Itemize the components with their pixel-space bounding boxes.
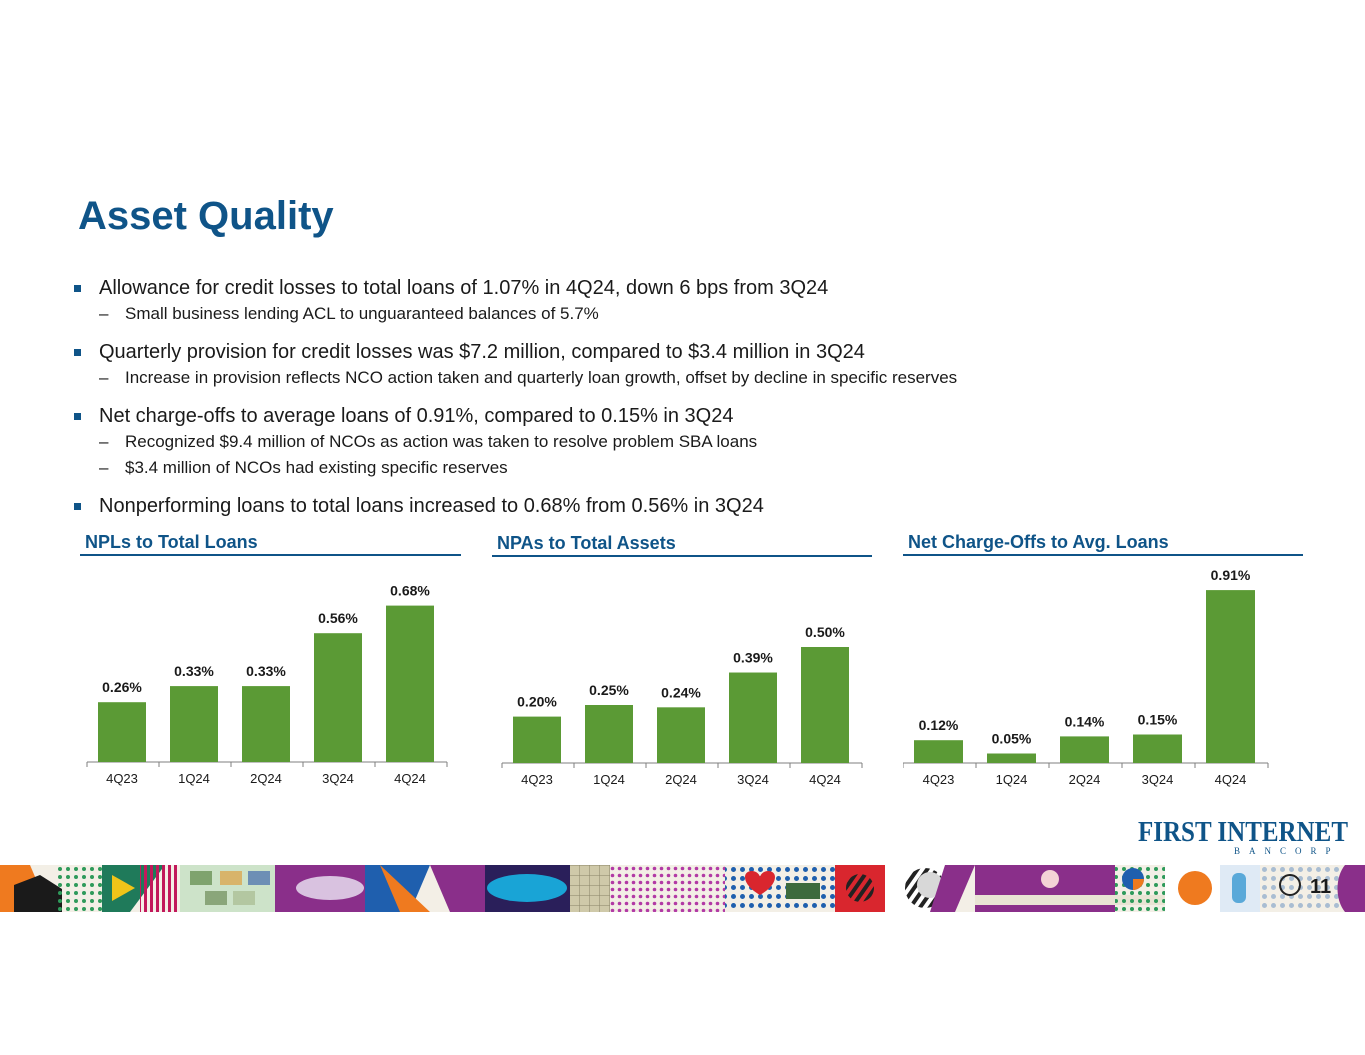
bullet-item: Nonperforming loans to total loans incre…: [74, 493, 1274, 519]
bar-1q24: [170, 686, 218, 762]
x-tick-label: 4Q23: [923, 772, 955, 787]
bullet-item: Allowance for credit losses to total loa…: [74, 275, 1274, 301]
data-label: 0.39%: [733, 650, 773, 666]
sub-bullet-text: Recognized $9.4 million of NCOs as actio…: [125, 432, 758, 451]
sub-bullet-item: – Small business lending ACL to unguarant…: [74, 301, 1274, 327]
bullet-item: Net charge-offs to average loans of 0.91…: [74, 403, 1274, 429]
sub-bullet-text: $3.4 million of NCOs had existing specif…: [125, 458, 508, 477]
data-label: 0.15%: [1138, 712, 1178, 728]
chart-nco: Net Charge-Offs to Avg. Loans 0.12% 4Q23 0…: [903, 530, 1303, 796]
data-label: 0.91%: [1211, 567, 1251, 583]
data-label: 0.24%: [661, 684, 701, 700]
logo-wordmark: FIRST INTERNET: [1138, 816, 1348, 848]
data-label: 0.33%: [174, 663, 214, 679]
bar-2q24: [1060, 736, 1109, 763]
data-label: 0.26%: [102, 679, 142, 695]
x-tick-label: 4Q23: [106, 771, 138, 786]
bar-4q23: [914, 740, 963, 763]
bullet-text: Allowance for credit losses to total loa…: [99, 277, 829, 299]
page-title: Asset Quality: [78, 194, 334, 238]
sub-bullet-item: – Increase in provision reflects NCO acti…: [74, 365, 1274, 391]
chart-title: Net Charge-Offs to Avg. Loans: [908, 532, 1169, 552]
bullet-text: Quarterly provision for credit losses wa…: [99, 341, 865, 363]
sub-bullet-text: Small business lending ACL to unguarante…: [125, 304, 599, 323]
bullet-text: Nonperforming loans to total loans incre…: [99, 495, 764, 517]
x-tick-label: 2Q24: [665, 772, 697, 787]
bar-3q24: [1133, 734, 1182, 763]
bar-3q24: [729, 672, 777, 763]
x-tick-label: 2Q24: [250, 771, 282, 786]
bar-4q24: [801, 647, 849, 763]
chart-plot: 0.12% 4Q23 0.05% 1Q24 0.14% 2Q24 0.15% 3Q24 0.91…: [903, 567, 1269, 787]
chart-title-rule: [903, 554, 1303, 556]
data-label: 0.12%: [919, 717, 959, 733]
chart-title-rule: [80, 554, 461, 556]
chart-title: NPLs to Total Loans: [85, 532, 258, 552]
sub-bullet-item: – $3.4 million of NCOs had existing speci…: [74, 455, 1274, 481]
bar-4q23: [513, 716, 561, 763]
sub-bullet-dash: –: [99, 368, 109, 387]
data-label: 0.05%: [992, 731, 1032, 747]
bullet-item: Quarterly provision for credit losses wa…: [74, 339, 1274, 365]
bullet-spacer: [74, 481, 1274, 493]
bullet-marker: [74, 285, 81, 292]
x-tick-label: 1Q24: [178, 771, 210, 786]
data-label: 0.20%: [517, 694, 557, 710]
bar-4q24: [386, 605, 434, 762]
bullet-text: Net charge-offs to average loans of 0.91…: [99, 405, 734, 427]
x-tick-label: 2Q24: [1069, 772, 1101, 787]
bar-1q24: [987, 753, 1036, 763]
company-logo: FIRST INTERNET BANCORP: [1138, 816, 1348, 856]
page-number: 11: [1310, 876, 1332, 898]
bullet-spacer: [74, 391, 1274, 403]
bullet-list: Allowance for credit losses to total loa…: [74, 275, 1274, 519]
data-label: 0.14%: [1065, 713, 1105, 729]
chart-title-rule: [492, 555, 872, 557]
bullet-spacer: [74, 327, 1274, 339]
bar-2q24: [657, 707, 705, 763]
x-tick-label: 3Q24: [737, 772, 769, 787]
data-label: 0.68%: [390, 583, 430, 599]
x-tick-label: 3Q24: [322, 771, 354, 786]
data-label: 0.56%: [318, 610, 358, 626]
bar-3q24: [314, 633, 362, 762]
chart-npls: NPLs to Total Loans 0.26% 4Q23 0.33% 1Q24 0.…: [80, 530, 461, 796]
x-tick-label: 1Q24: [593, 772, 625, 787]
decorative-banner: [0, 865, 1365, 912]
chart-npas: NPAs to Total Assets 0.20% 4Q23 0.25% 1Q24 0…: [492, 531, 872, 797]
chart-plot: 0.26% 4Q23 0.33% 1Q24 0.33% 2Q24 0.56% 3Q24 0.68…: [86, 583, 448, 786]
x-tick-label: 4Q23: [521, 772, 553, 787]
chart-title: NPAs to Total Assets: [497, 533, 676, 553]
x-tick-label: 4Q24: [809, 772, 841, 787]
x-tick-label: 3Q24: [1142, 772, 1174, 787]
data-label: 0.25%: [589, 682, 629, 698]
bullet-marker: [74, 503, 81, 510]
bar-4q24: [1206, 590, 1255, 763]
bullet-marker: [74, 413, 81, 420]
x-tick-label: 1Q24: [996, 772, 1028, 787]
sub-bullet-dash: –: [99, 432, 109, 451]
data-label: 0.33%: [246, 663, 286, 679]
chart-plot: 0.20% 4Q23 0.25% 1Q24 0.24% 2Q24 0.39% 3Q24 0.50…: [501, 624, 863, 787]
sub-bullet-item: – Recognized $9.4 million of NCOs as acti…: [74, 429, 1274, 455]
logo-subtext: BANCORP: [1234, 846, 1340, 856]
sub-bullet-text: Increase in provision reflects NCO actio…: [125, 368, 958, 387]
bar-2q24: [242, 686, 290, 762]
sub-bullet-dash: –: [99, 458, 109, 477]
sub-bullet-dash: –: [99, 304, 109, 323]
bar-4q23: [98, 702, 146, 762]
bullet-marker: [74, 349, 81, 356]
data-label: 0.50%: [805, 624, 845, 640]
bar-1q24: [585, 705, 633, 763]
x-tick-label: 4Q24: [1215, 772, 1247, 787]
x-tick-label: 4Q24: [394, 771, 426, 786]
